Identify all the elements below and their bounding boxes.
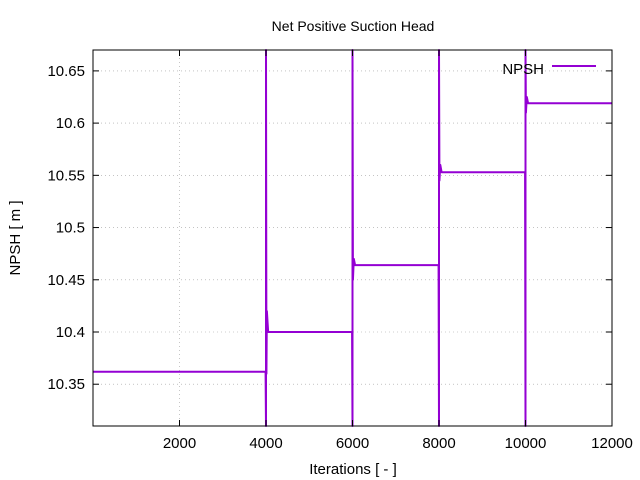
x-tick-label: 2000 bbox=[163, 435, 196, 452]
x-axis-label: Iterations [ - ] bbox=[309, 461, 397, 478]
chart-title: Net Positive Suction Head bbox=[272, 18, 435, 34]
legend-label-npsh: NPSH bbox=[502, 61, 544, 78]
x-tick-label: 12000 bbox=[591, 435, 633, 452]
y-tick-label: 10.55 bbox=[47, 167, 85, 184]
series-layer bbox=[93, 49, 612, 427]
y-axis-label: NPSH [ m ] bbox=[7, 200, 24, 275]
series-line-npsh bbox=[93, 49, 612, 427]
x-tick-label: 4000 bbox=[249, 435, 282, 452]
y-tick-label: 10.6 bbox=[56, 115, 85, 132]
y-tick-label: 10.45 bbox=[47, 272, 85, 289]
y-tick-label: 10.35 bbox=[47, 376, 85, 393]
legend: NPSH bbox=[502, 61, 596, 78]
axis-ticks: 10.35 10.4 10.45 10.5 10.55 10.6 10.65 2000 4000… bbox=[47, 50, 633, 452]
y-tick-label: 10.65 bbox=[47, 63, 85, 80]
y-tick-label: 10.4 bbox=[56, 324, 85, 341]
y-tick-label: 10.5 bbox=[56, 220, 85, 237]
x-tick-label: 10000 bbox=[505, 435, 547, 452]
x-tick-label: 6000 bbox=[336, 435, 369, 452]
x-tick-label: 8000 bbox=[422, 435, 455, 452]
